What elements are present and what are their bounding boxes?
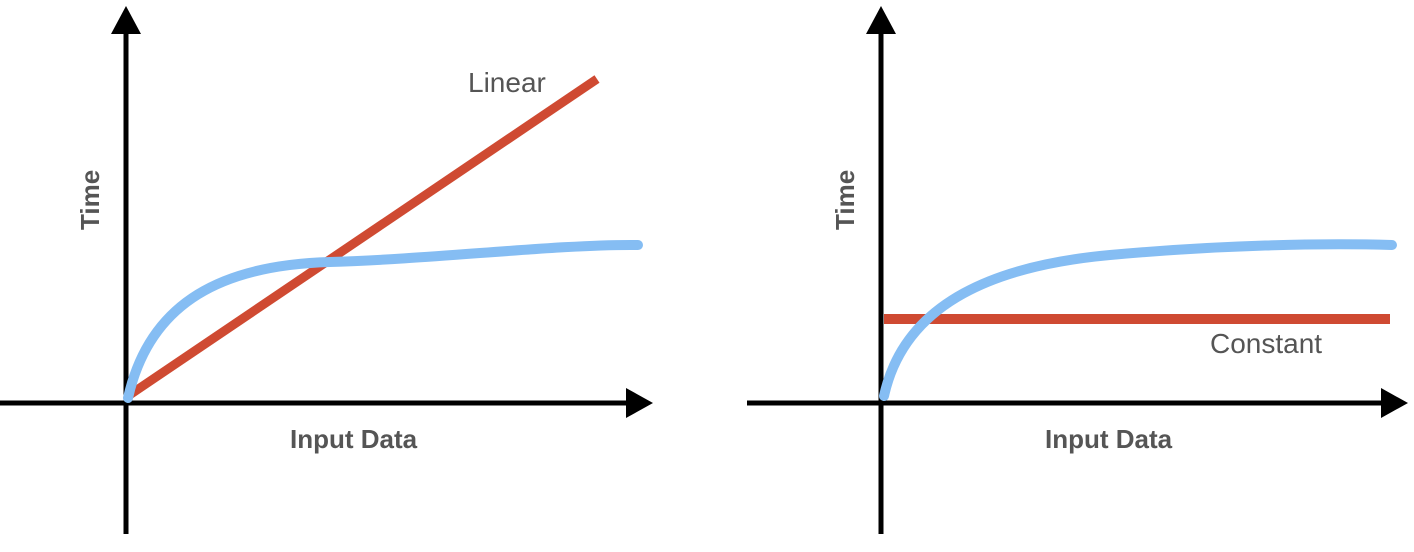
- left-y-axis-label: Time: [75, 170, 105, 230]
- right-x-axis-label: Input Data: [1045, 424, 1173, 454]
- right-y-axis-arrow-icon: [866, 6, 896, 34]
- left-highlight-curve: [123, 239, 643, 403]
- right-highlight-curve: [879, 239, 1397, 401]
- left-linear-label: Linear: [468, 67, 546, 98]
- right-panel: Constant Input Data Time: [747, 6, 1408, 534]
- right-constant-label: Constant: [1210, 328, 1322, 359]
- left-panel: Linear Input Data Time: [0, 6, 653, 534]
- right-x-axis-arrow-icon: [1381, 388, 1408, 418]
- right-y-axis-label: Time: [830, 170, 860, 230]
- left-y-axis-arrow-icon: [111, 6, 141, 34]
- left-x-axis-label: Input Data: [290, 424, 418, 454]
- left-x-axis-arrow-icon: [626, 388, 653, 418]
- left-linear-line: [125, 75, 600, 400]
